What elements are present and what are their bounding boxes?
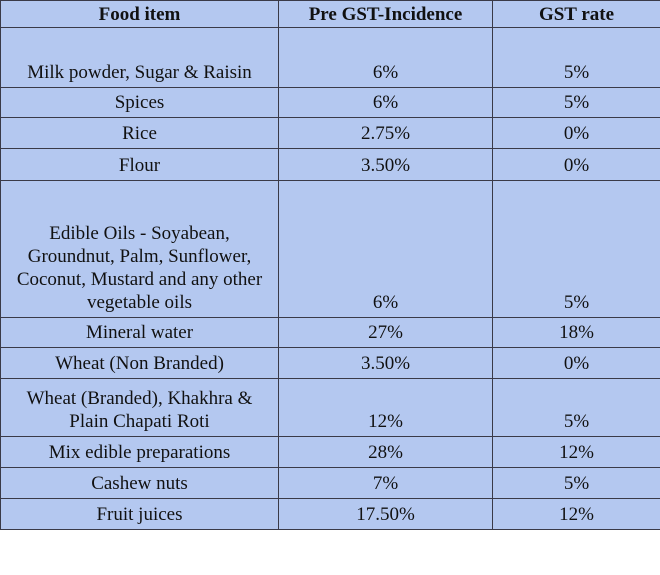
table-row: Edible Oils - Soyabean, Groundnut, Palm,…	[0, 180, 660, 318]
food-item-cell: Cashew nuts	[0, 467, 279, 499]
rate-cell: 3.50%	[278, 347, 493, 379]
rate-cell: 7%	[278, 467, 493, 499]
table-row: Milk powder, Sugar & Raisin 6% 5%	[0, 27, 660, 88]
table-row: Mineral water 27% 18%	[0, 317, 660, 348]
rate-cell: 6%	[278, 87, 493, 118]
table-row: Wheat (Branded), Khakhra & Plain Chapati…	[0, 378, 660, 437]
food-item-cell: Mineral water	[0, 317, 279, 348]
table-row: Flour 3.50% 0%	[0, 148, 660, 181]
rate-cell: 5%	[492, 27, 660, 88]
header-cell: GST rate	[492, 0, 660, 28]
rate-cell: 28%	[278, 436, 493, 468]
header-cell: Food item	[0, 0, 279, 28]
food-item-cell: Wheat (Branded), Khakhra & Plain Chapati…	[0, 378, 279, 437]
food-item-cell: Fruit juices	[0, 498, 279, 530]
food-item-cell: Milk powder, Sugar & Raisin	[0, 27, 279, 88]
rate-cell: 27%	[278, 317, 493, 348]
table-row: Spices 6% 5%	[0, 87, 660, 118]
rate-cell: 3.50%	[278, 148, 493, 181]
rate-cell: 0%	[492, 148, 660, 181]
header-cell: Pre GST-Incidence	[278, 0, 493, 28]
gst-table: Food item Pre GST-Incidence GST rate Milk …	[0, 0, 660, 530]
food-item-cell: Wheat (Non Branded)	[0, 347, 279, 379]
rate-cell: 0%	[492, 347, 660, 379]
food-item-cell: Flour	[0, 148, 279, 181]
rate-cell: 12%	[278, 378, 493, 437]
table-row: Fruit juices 17.50% 12%	[0, 498, 660, 530]
table-row: Wheat (Non Branded) 3.50% 0%	[0, 347, 660, 379]
rate-cell: 5%	[492, 467, 660, 499]
rate-cell: 6%	[278, 180, 493, 318]
rate-cell: 6%	[278, 27, 493, 88]
table-row: Rice 2.75% 0%	[0, 117, 660, 149]
food-item-cell: Edible Oils - Soyabean, Groundnut, Palm,…	[0, 180, 279, 318]
food-item-cell: Mix edible preparations	[0, 436, 279, 468]
table-row: Cashew nuts 7% 5%	[0, 467, 660, 499]
rate-cell: 0%	[492, 117, 660, 149]
rate-cell: 5%	[492, 180, 660, 318]
rate-cell: 18%	[492, 317, 660, 348]
rate-cell: 17.50%	[278, 498, 493, 530]
rate-cell: 5%	[492, 378, 660, 437]
food-item-cell: Rice	[0, 117, 279, 149]
rate-cell: 12%	[492, 436, 660, 468]
rate-cell: 2.75%	[278, 117, 493, 149]
table-row: Mix edible preparations 28% 12%	[0, 436, 660, 468]
food-item-cell: Spices	[0, 87, 279, 118]
rate-cell: 12%	[492, 498, 660, 530]
header-row: Food item Pre GST-Incidence GST rate	[0, 0, 660, 28]
rate-cell: 5%	[492, 87, 660, 118]
